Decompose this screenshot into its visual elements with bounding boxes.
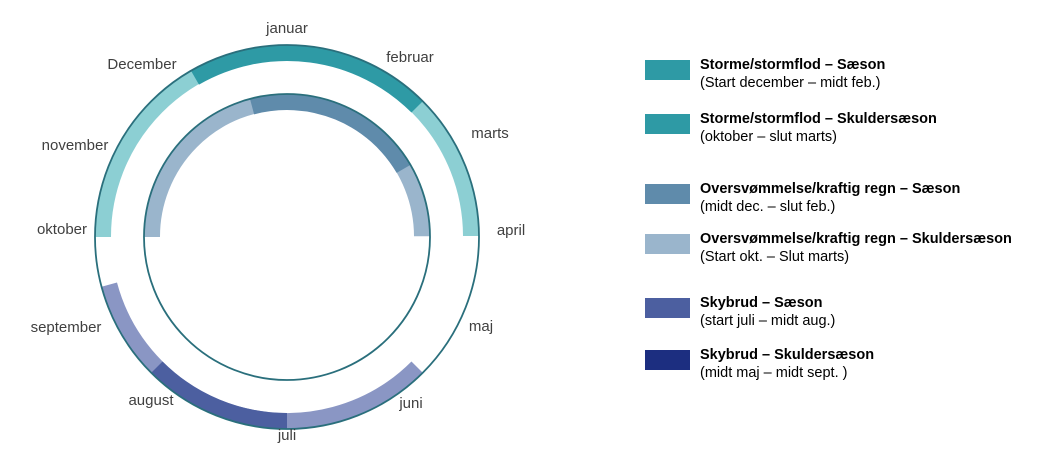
month-label-juli: juli (277, 427, 296, 444)
legend-title-flood-shoulder: Oversvømmelse/kraftig regn – Skuldersæso… (700, 231, 1012, 247)
season-wheel-chart: januar februar marts april maj juni juli… (31, 20, 526, 444)
month-label-december: December (107, 56, 176, 73)
legend-item-storm-shoulder: Storme/stormflod – Skuldersæson (oktober… (645, 110, 937, 146)
legend-title-flood-season: Oversvømmelse/kraftig regn – Sæson (700, 181, 961, 197)
arc-flood-shoulder (143, 93, 430, 238)
legend-swatch-cloudburst-shoulder (645, 350, 690, 370)
legend-swatch-storm-shoulder (645, 114, 690, 134)
month-label-oktober: oktober (37, 221, 87, 238)
month-label-januar: januar (265, 20, 308, 37)
month-label-maj: maj (469, 318, 493, 335)
month-label-marts: marts (471, 125, 509, 142)
legend-item-flood-shoulder: Oversvømmelse/kraftig regn – Skuldersæso… (645, 230, 1012, 266)
legend-swatch-cloudburst-season (645, 298, 690, 318)
legend-period-storm-shoulder: (oktober – slut marts) (700, 129, 837, 145)
legend-title-cloudburst-season: Skybrud – Sæson (700, 295, 823, 311)
month-label-september: september (31, 319, 102, 336)
arc-storm-season (191, 45, 423, 113)
legend-period-cloudburst-season: (start juli – midt aug.) (700, 313, 836, 329)
inner-ring-line (143, 93, 431, 381)
legend-title-storm-season: Storme/stormflod – Sæson (700, 57, 886, 73)
legend-swatch-flood-shoulder (645, 234, 690, 254)
month-labels: januar februar marts april maj juni juli… (31, 20, 526, 444)
legend-period-flood-season: (midt dec. – slut feb.) (700, 199, 836, 215)
legend-item-storm-season: Storme/stormflod – Sæson (Start december… (645, 56, 885, 92)
legend-period-cloudburst-shoulder: (midt maj – midt sept. ) (700, 365, 848, 381)
arc-cloudburst-season (151, 361, 288, 429)
month-label-august: august (128, 392, 174, 409)
month-label-februar: februar (386, 49, 434, 66)
legend-swatch-storm-season (645, 60, 690, 80)
month-label-november: november (42, 137, 109, 154)
season-arcs (94, 44, 479, 429)
legend-period-flood-shoulder: (Start okt. – Slut marts) (700, 249, 850, 265)
arc-flood-season (249, 94, 411, 174)
legend-title-storm-shoulder: Storme/stormflod – Skuldersæson (700, 111, 937, 127)
legend-period-storm-season: (Start december – midt feb.) (700, 75, 881, 91)
legend-item-flood-season: Oversvømmelse/kraftig regn – Sæson (midt… (645, 180, 960, 216)
month-label-juni: juni (398, 395, 422, 412)
month-label-april: april (497, 222, 525, 239)
legend-item-cloudburst-season: Skybrud – Sæson (start juli – midt aug.) (645, 294, 835, 330)
legend-title-cloudburst-shoulder: Skybrud – Skuldersæson (700, 347, 875, 363)
outer-ring-line (94, 44, 480, 430)
legend-swatch-flood-season (645, 184, 690, 204)
legend-item-cloudburst-shoulder: Skybrud – Skuldersæson (midt maj – midt … (645, 346, 874, 382)
